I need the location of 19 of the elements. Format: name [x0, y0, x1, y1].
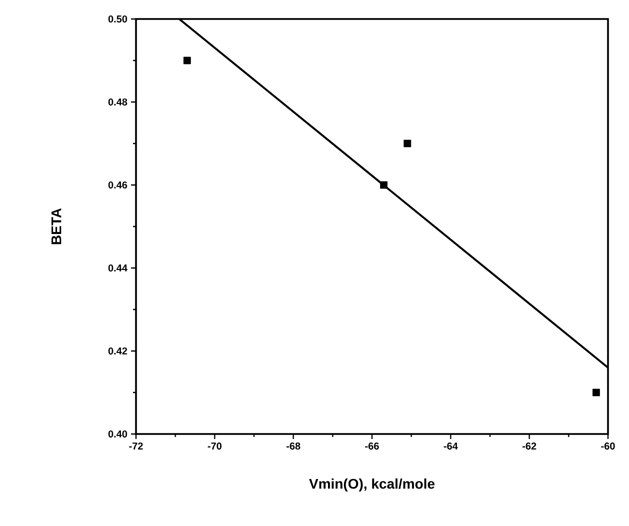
x-tick-label: -68 [286, 442, 300, 450]
point [183, 56, 191, 64]
x-tick-label: -62 [522, 442, 536, 450]
point [380, 181, 388, 189]
point [592, 388, 600, 396]
y-axis-title: BETA [52, 208, 62, 244]
x-tick-label: -64 [444, 442, 458, 450]
y-tick-label: 0.48 [108, 98, 128, 106]
y-tick-label: 0.40 [108, 430, 128, 438]
x-tick-label: -72 [129, 442, 143, 450]
y-tick-label: 0.50 [108, 15, 128, 23]
x-axis-title: Vmin(O), kcal/mole [309, 478, 435, 492]
y-tick-label: 0.42 [108, 347, 128, 355]
y-tick-label: 0.46 [108, 181, 128, 189]
x-tick-label: -60 [601, 442, 615, 450]
x-tick-label: -70 [208, 442, 222, 450]
point [404, 140, 412, 148]
y-tick-label: 0.44 [108, 264, 128, 272]
x-tick-label: -66 [365, 442, 379, 450]
